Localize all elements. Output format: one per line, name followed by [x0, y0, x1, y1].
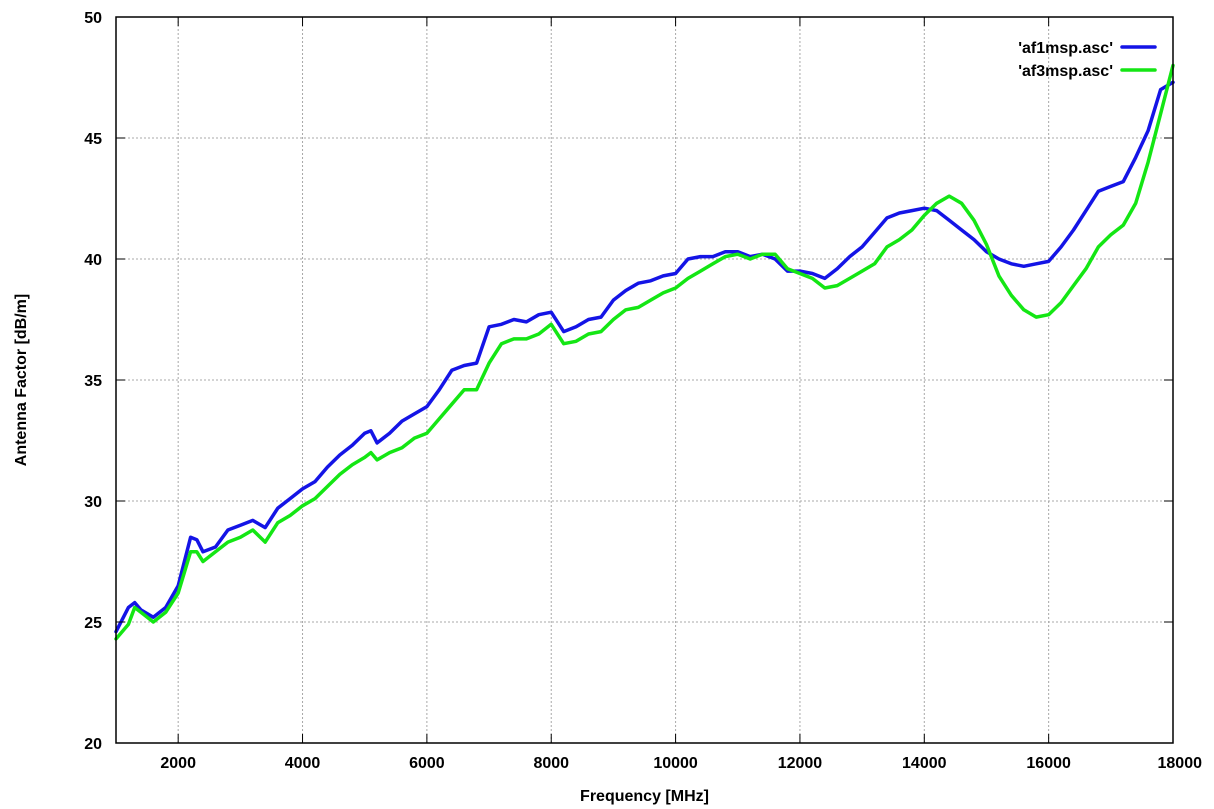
- legend-label-af1msp: 'af1msp.asc': [1018, 40, 1113, 57]
- x-tick-label: 16000: [1026, 755, 1071, 772]
- legend: 'af1msp.asc' 'af3msp.asc': [1018, 40, 1157, 80]
- x-tick-label: 2000: [160, 755, 196, 772]
- x-tick-label: 10000: [653, 755, 698, 772]
- y-tick-label: 50: [84, 10, 102, 27]
- x-tick-label: 8000: [533, 755, 569, 772]
- legend-label-af3msp: 'af3msp.asc': [1018, 63, 1113, 80]
- y-tick-label: 35: [84, 373, 102, 390]
- y-tick-label: 45: [84, 131, 102, 148]
- x-axis-title: Frequency [MHz]: [580, 788, 709, 805]
- y-axis-title: Antenna Factor [dB/m]: [13, 294, 30, 466]
- x-tick-label: 4000: [285, 755, 321, 772]
- x-tick-label: 6000: [409, 755, 445, 772]
- axis-ticks: 2000 4000 6000 8000 10000 12000 14000 16000 1800…: [84, 10, 1202, 772]
- x-tick-label: 14000: [902, 755, 947, 772]
- x-tick-label: 18000: [1158, 755, 1203, 772]
- series-lines: [114, 63, 1175, 641]
- y-tick-label: 20: [84, 736, 102, 753]
- y-tick-label: 25: [84, 615, 102, 632]
- series-line-af1msp: [114, 80, 1175, 634]
- y-tick-label: 30: [84, 494, 102, 511]
- x-tick-label: 12000: [778, 755, 823, 772]
- y-tick-label: 40: [84, 252, 102, 269]
- series-line-af3msp: [114, 63, 1175, 641]
- grid: [116, 17, 1173, 743]
